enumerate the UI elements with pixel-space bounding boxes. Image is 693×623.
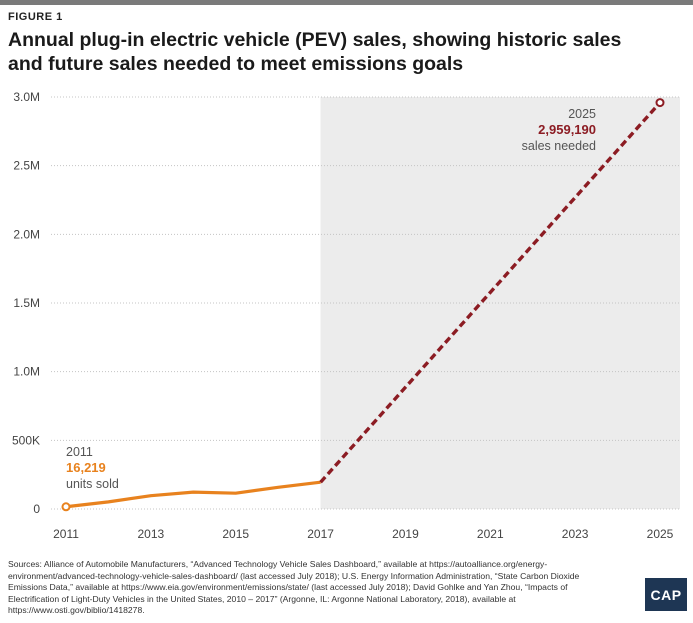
start-annotation-note: units sold: [66, 477, 119, 491]
x-tick-label: 2023: [562, 527, 589, 541]
y-tick-label: 2.0M: [13, 227, 40, 241]
future-shaded-region: [320, 97, 680, 509]
start-point-marker: [61, 502, 71, 512]
sources-note: Sources: Alliance of Automobile Manufact…: [8, 559, 580, 615]
y-tick-label: 1.5M: [13, 296, 40, 310]
series-line-historic: [65, 480, 321, 509]
x-axis-ticks: 2011 2013 2015 2017 2019 2021 2023 2025: [53, 527, 674, 541]
y-tick-label: 500K: [12, 433, 40, 447]
y-tick-label: 0: [33, 502, 40, 516]
end-annotation-value: 2,959,190: [538, 122, 596, 137]
x-tick-label: 2019: [392, 527, 419, 541]
cap-logo: CAP: [645, 578, 687, 611]
y-tick-label: 1.0M: [13, 365, 40, 379]
start-annotation-value: 16,219: [66, 460, 106, 475]
series: [61, 98, 665, 512]
top-rule: [0, 0, 693, 5]
x-tick-label: 2013: [138, 527, 165, 541]
series-line-needed: [319, 101, 662, 484]
x-tick-label: 2021: [477, 527, 504, 541]
x-tick-label: 2015: [222, 527, 249, 541]
end-point-marker: [655, 98, 665, 108]
x-tick-label: 2017: [307, 527, 334, 541]
x-tick-label: 2011: [53, 527, 79, 541]
end-annotation-year: 2025: [568, 107, 596, 121]
start-annotation-year: 2011: [66, 445, 93, 459]
chart-title: Annual plug-in electric vehicle (PEV) sa…: [8, 29, 622, 75]
x-tick-label: 2025: [647, 527, 674, 541]
figure-label: FIGURE 1: [8, 11, 63, 23]
end-annotation-note: sales needed: [522, 139, 596, 153]
y-tick-label: 3.0M: [13, 90, 40, 104]
y-tick-label: 2.5M: [13, 159, 40, 173]
y-axis-ticks: 0 500K 1.0M 1.5M 2.0M 2.5M 3.0M: [12, 90, 40, 516]
